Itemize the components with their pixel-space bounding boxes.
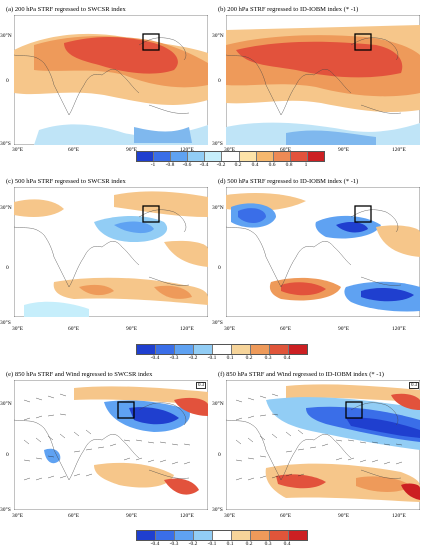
panel-b-map (226, 15, 420, 145)
lon-label: 60°E (68, 326, 80, 332)
lon-label: 120°E (180, 147, 194, 153)
panel-b-title: (b) 200 hPa STRF regressed to ID-IOBM in… (218, 6, 359, 13)
panel-c-title: (c) 500 hPa STRF regressed to SWCSR inde… (6, 178, 126, 185)
lon-label: 120°E (392, 326, 406, 332)
colorbar-2-label: -0.1 (207, 355, 217, 361)
colorbar-3-label: -0.1 (207, 541, 217, 547)
lon-label: 120°E (180, 326, 194, 332)
lat-label: 30°S (212, 507, 223, 513)
panel-a-map (14, 15, 208, 145)
lon-label: 120°E (392, 513, 406, 519)
lat-label: 30°N (0, 401, 12, 407)
colorbar-1-label: 0.2 (234, 162, 242, 168)
lon-label: 30°E (224, 326, 236, 332)
panel-e-title: (e) 850 hPa STRF and Wind regressed to S… (6, 371, 153, 378)
lat-label: 30°S (0, 320, 11, 326)
colorbar-1-label: -1 (150, 162, 156, 168)
lat-label: 0 (6, 265, 9, 271)
panel-a-title: (a) 200 hPa STRF regressed to SWCSR inde… (6, 6, 126, 13)
colorbar-1 (136, 151, 325, 162)
colorbar-3-label: 0.2 (245, 541, 253, 547)
colorbar-1-label: -0.8 (165, 162, 175, 168)
lon-label: 90°E (126, 147, 138, 153)
lon-label: 90°E (338, 147, 350, 153)
colorbar-1-label: 0.4 (251, 162, 259, 168)
panel-d-title: (d) 500 hPa STRF regressed to ID-IOBM in… (218, 178, 359, 185)
colorbar-1-label: -0.2 (216, 162, 226, 168)
lat-label: 0 (218, 452, 221, 458)
lon-label: 90°E (126, 326, 138, 332)
colorbar-1-label: 0.6 (268, 162, 276, 168)
colorbar-2 (136, 344, 308, 355)
lon-label: 60°E (280, 147, 292, 153)
lat-label: 0 (6, 78, 9, 84)
colorbar-2-label: 0.1 (226, 355, 234, 361)
colorbar-2-label: -0.2 (188, 355, 198, 361)
lat-label: 30°N (212, 205, 224, 211)
colorbar-1-label: 1 (304, 162, 308, 168)
colorbar-1-label: -0.6 (182, 162, 192, 168)
panel-f-map (226, 380, 420, 510)
colorbar-1-label: 0.8 (285, 162, 293, 168)
colorbar-2-label: -0.3 (169, 355, 179, 361)
panel-c-map (14, 187, 208, 317)
ref-vector-f: 0.3 (409, 382, 420, 389)
lat-label: 0 (218, 78, 221, 84)
lon-label: 90°E (126, 513, 138, 519)
colorbar-3-label: 0.4 (283, 541, 291, 547)
panel-e-map (14, 380, 208, 510)
colorbar-3-label: -0.2 (188, 541, 198, 547)
lon-label: 60°E (68, 513, 80, 519)
colorbar-2-label: 0.4 (283, 355, 291, 361)
lon-label: 60°E (280, 513, 292, 519)
lat-label: 30°N (212, 401, 224, 407)
lon-label: 120°E (180, 513, 194, 519)
lat-label: 30°S (0, 507, 11, 513)
lon-label: 60°E (68, 147, 80, 153)
lon-label: 90°E (338, 326, 350, 332)
lat-label: 0 (218, 265, 221, 271)
lat-label: 30°S (212, 141, 223, 147)
colorbar-1-label: -0.4 (199, 162, 209, 168)
lon-label: 30°E (224, 147, 236, 153)
lon-label: 30°E (12, 326, 24, 332)
panel-d-map (226, 187, 420, 317)
ref-vector-e: 0.3 (196, 382, 207, 389)
lon-label: 30°E (224, 513, 236, 519)
lon-label: 90°E (338, 513, 350, 519)
lat-label: 30°N (0, 33, 12, 39)
colorbar-2-label: 0.2 (245, 355, 253, 361)
lon-label: 30°E (12, 513, 24, 519)
lon-label: 60°E (280, 326, 292, 332)
lat-label: 30°N (0, 205, 12, 211)
lon-label: 120°E (392, 147, 406, 153)
lat-label: 0 (6, 452, 9, 458)
lat-label: 30°S (212, 320, 223, 326)
lat-label: 30°N (212, 33, 224, 39)
lat-label: 30°S (0, 141, 11, 147)
panel-f-title: (f) 850 hPa STRF and Wind regressed to I… (218, 371, 384, 378)
colorbar-3-label: -0.3 (169, 541, 179, 547)
colorbar-2-label: -0.4 (150, 355, 160, 361)
colorbar-3 (136, 530, 308, 541)
colorbar-3-label: 0.1 (226, 541, 234, 547)
lon-label: 30°E (12, 147, 24, 153)
colorbar-3-label: -0.4 (150, 541, 160, 547)
colorbar-2-label: 0.3 (264, 355, 272, 361)
colorbar-3-label: 0.3 (264, 541, 272, 547)
